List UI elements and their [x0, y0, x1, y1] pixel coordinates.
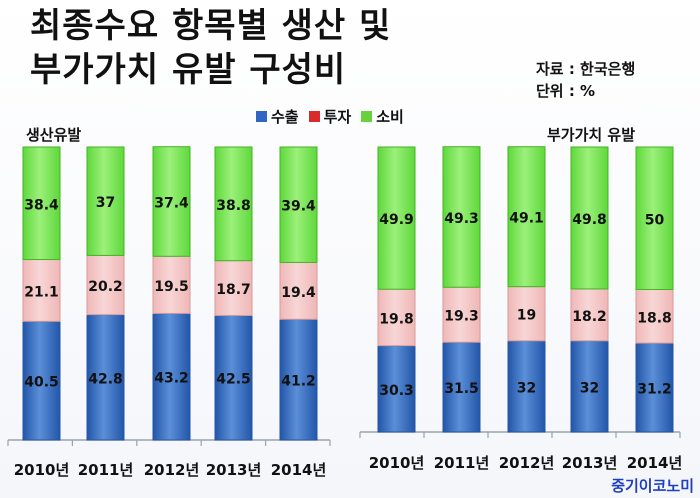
bar-invest-2: [507, 286, 546, 342]
data-label-invest-3: 18.2: [572, 309, 607, 325]
data-label-consume-2: 37.4: [154, 195, 189, 211]
bar-invest-3: [570, 288, 609, 342]
bar-export-1: [86, 314, 125, 441]
x-tick-label: 2010년: [14, 461, 70, 479]
bar-consume-3: [214, 146, 253, 262]
bar-export-1: [442, 341, 481, 433]
data-label-export-4: 31.2: [637, 382, 672, 398]
data-label-export-1: 42.8: [88, 371, 123, 387]
chart-title: 최종수요 항목별 생산 및 부가가치 유발 구성비: [30, 4, 391, 92]
data-label-consume-0: 38.4: [24, 197, 59, 213]
data-label-consume-1: 49.3: [444, 211, 479, 227]
data-label-consume-3: 49.8: [572, 212, 607, 228]
legend-label-invest: 투자: [323, 108, 352, 126]
data-label-invest-1: 19.3: [444, 309, 479, 325]
x-tick-label: 2014년: [271, 461, 327, 479]
x-tick-label: 2013년: [206, 461, 262, 479]
bar-consume-1: [86, 146, 125, 256]
data-label-export-1: 31.5: [444, 381, 479, 397]
legend-item-consume: 소비: [361, 106, 404, 127]
bar-invest-0: [22, 259, 61, 322]
x-tick-label: 2014년: [627, 454, 683, 472]
bar-invest-4: [635, 289, 674, 344]
bar-invest-4: [279, 261, 318, 320]
bar-export-4: [635, 342, 674, 433]
data-label-invest-0: 19.8: [379, 311, 414, 327]
brand-logo: 중기이코노미: [611, 477, 694, 495]
bar-consume-0: [377, 146, 416, 290]
bar-export-0: [22, 320, 61, 441]
title-line-2: 부가가치 유발 구성비: [30, 50, 347, 90]
legend-swatch-consume: [361, 111, 373, 122]
bar-consume-4: [635, 146, 674, 290]
data-label-invest-4: 19.4: [281, 285, 316, 301]
unit-line: 단위 : %: [536, 82, 596, 100]
data-label-export-4: 41.2: [281, 374, 316, 390]
data-label-export-0: 40.5: [24, 375, 59, 391]
bar-invest-2: [152, 255, 191, 314]
data-label-consume-4: 39.4: [281, 199, 316, 215]
data-label-consume-0: 49.9: [379, 212, 414, 228]
legend-label-export: 수출: [271, 108, 299, 126]
bar-consume-4: [279, 146, 318, 263]
data-label-consume-3: 38.8: [216, 198, 251, 214]
x-tick-label: 2011년: [78, 461, 134, 479]
bar-consume-2: [152, 146, 191, 257]
x-tick-label: 2011년: [434, 454, 490, 472]
right-panel-title: 부가가치 유발: [547, 126, 636, 144]
legend-swatch-export: [256, 111, 267, 122]
source-line: 자료 : 한국은행: [536, 60, 636, 78]
data-label-consume-2: 49.1: [509, 211, 544, 227]
bar-consume-1: [442, 146, 481, 288]
bar-invest-3: [214, 260, 253, 316]
left-panel-title: 생산유발: [26, 126, 82, 144]
chart-panel-1: 30.3 19.8 49.9 2010년 31.5 19.3 49.3 2011년 32 19 49…: [359, 146, 683, 472]
data-label-consume-1: 37: [96, 195, 115, 211]
bar-consume-2: [507, 146, 546, 288]
data-label-invest-3: 18.7: [216, 282, 251, 298]
bar-consume-0: [22, 146, 61, 261]
bar-export-4: [279, 318, 318, 441]
x-tick-label: 2010년: [369, 454, 425, 472]
legend-swatch-invest: [308, 111, 320, 122]
title-line-1: 최종수요 항목별 생산 및: [30, 6, 392, 46]
bar-export-3: [214, 314, 253, 441]
data-label-export-0: 30.3: [379, 383, 414, 399]
data-label-export-2: 32: [517, 380, 536, 396]
bar-consume-3: [570, 146, 609, 290]
data-label-invest-2: 19: [517, 308, 536, 324]
data-label-invest-0: 21.1: [24, 284, 59, 300]
legend-item-export: 수출: [256, 106, 299, 127]
legend-label-consume: 소비: [376, 108, 404, 126]
bar-export-2: [152, 312, 191, 441]
bar-invest-0: [377, 288, 416, 347]
data-label-invest-1: 20.2: [88, 279, 123, 295]
data-label-export-3: 42.5: [216, 372, 251, 388]
source-note: 자료 : 한국은행 단위 : %: [536, 58, 635, 102]
data-label-invest-2: 19.5: [154, 279, 189, 295]
x-tick-label: 2012년: [144, 461, 200, 479]
chart-panel-0: 40.5 21.1 38.4 2010년 42.8 20.2 37 2011년 43.2 19.5…: [7, 146, 331, 479]
legend: 수출 투자 소비: [256, 106, 404, 127]
legend-item-invest: 투자: [308, 106, 352, 127]
data-label-export-2: 43.2: [154, 371, 189, 387]
data-label-consume-4: 50: [645, 212, 665, 228]
x-tick-label: 2013년: [562, 454, 618, 472]
data-label-export-3: 32: [580, 380, 599, 396]
bar-invest-1: [442, 286, 481, 343]
x-tick-label: 2012년: [499, 454, 555, 472]
data-label-invest-4: 18.8: [637, 310, 672, 326]
bar-export-2: [507, 340, 546, 433]
